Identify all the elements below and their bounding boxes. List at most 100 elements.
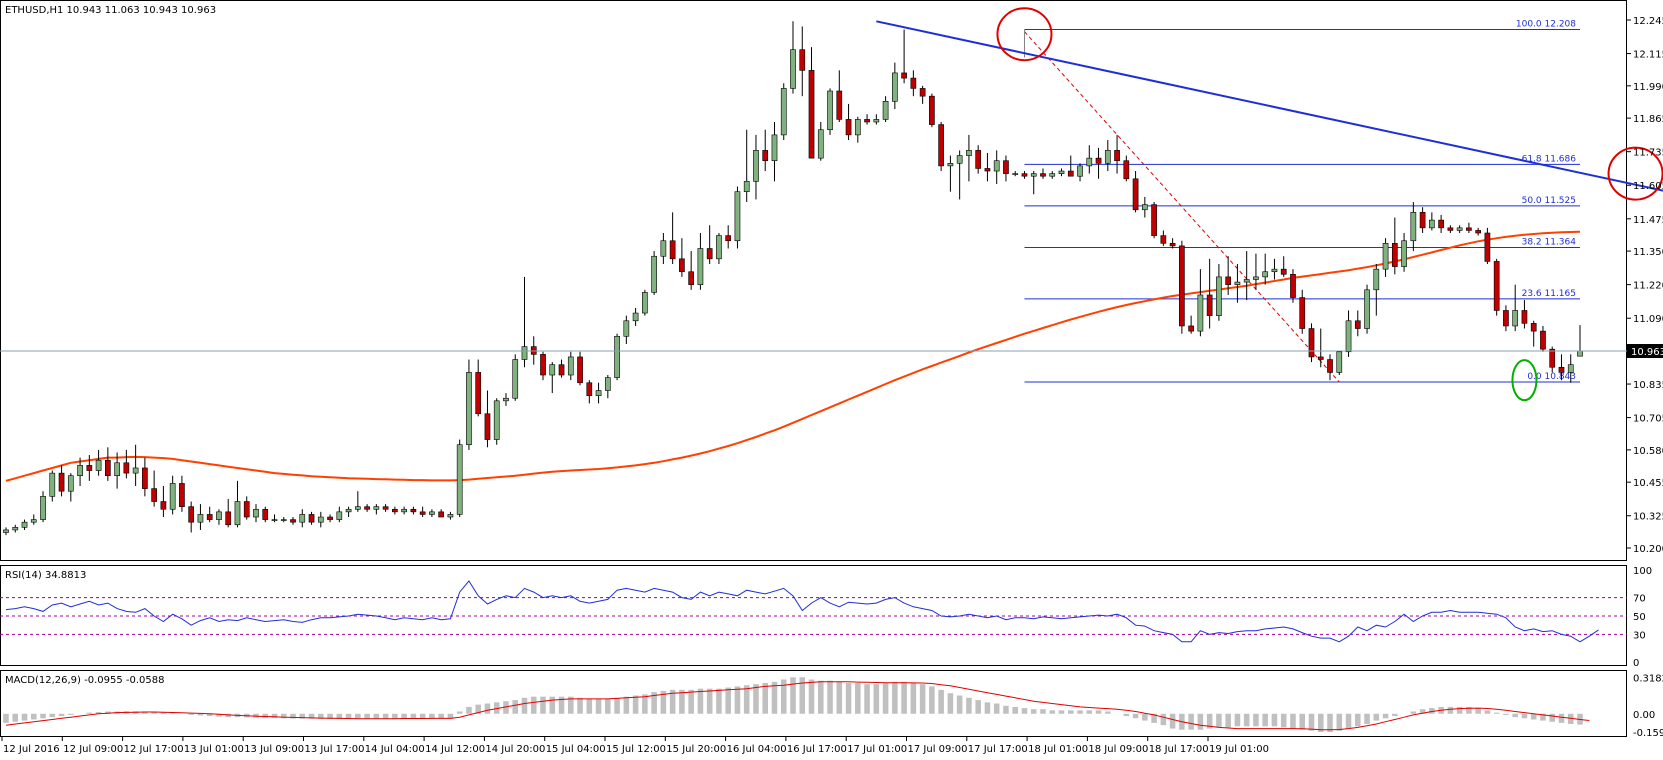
candle — [1558, 354, 1565, 381]
fib-level-label: 23.6 11.165 — [1522, 289, 1576, 299]
candle — [975, 145, 982, 174]
candle-body-bull — [651, 255, 657, 293]
candle-body-bull — [169, 483, 176, 510]
candle-body-bull — [1512, 310, 1519, 327]
fib-level-label: 50.0 11.525 — [1522, 196, 1576, 206]
candle-body-bear — [123, 462, 130, 474]
candle-body-bear — [1438, 219, 1444, 229]
candle-body-bear — [438, 511, 445, 518]
candle — [549, 362, 556, 394]
candle — [1058, 168, 1065, 177]
candle — [1549, 346, 1556, 373]
candle-body-bull — [1049, 173, 1056, 177]
candle-body-bull — [12, 527, 19, 531]
candle — [808, 47, 815, 159]
candle-body-bull — [827, 90, 833, 131]
candle — [410, 506, 417, 515]
candle — [1169, 238, 1176, 249]
candle-body-bull — [49, 472, 56, 497]
candle — [466, 359, 472, 450]
candle — [956, 150, 963, 200]
candle-body-bear — [1540, 330, 1546, 350]
candle — [456, 439, 463, 518]
candle — [669, 212, 676, 264]
candle — [743, 129, 750, 203]
candle-body-bull — [1197, 294, 1204, 332]
candle-body-bull — [456, 444, 463, 515]
moving-average — [5, 230, 1581, 482]
candle — [1512, 284, 1519, 332]
candle-body-bull — [1567, 364, 1574, 373]
rsi-panel[interactable]: RSI(14) 34.8813 100 70 50 30 0 — [0, 565, 1652, 670]
candle — [604, 375, 611, 399]
macd-title: MACD(12,26,9) -0.0955 -0.0588 — [5, 675, 165, 686]
candle-body-bear — [725, 235, 732, 242]
candle-body-bull — [216, 511, 222, 520]
candle — [1382, 238, 1389, 277]
candle — [929, 93, 935, 128]
candle-body-bull — [1216, 276, 1222, 316]
candle-body-bear — [910, 77, 917, 89]
candle-body-bull — [503, 397, 509, 402]
time-axis: 12 Jul 2016 12 Jul 09:00 12 Jul 17:00 13 Ju… — [1, 736, 1269, 755]
candle — [1354, 310, 1361, 337]
candle-body-bear — [679, 258, 685, 273]
candle — [1493, 258, 1500, 316]
candle-body-bear — [1549, 348, 1556, 368]
candle — [1040, 168, 1046, 179]
candle-body-bull — [567, 356, 574, 376]
candle-body-bear — [669, 240, 676, 260]
candle-body-bear — [1280, 268, 1287, 275]
candle — [1475, 227, 1481, 236]
candle-body-bull — [1336, 351, 1343, 373]
candle — [1262, 253, 1269, 285]
candle-body-bear — [105, 459, 111, 477]
candle-body-bull — [493, 400, 500, 440]
candle — [790, 21, 796, 94]
candle-body-bull — [956, 155, 963, 164]
ma-line — [5, 230, 1581, 482]
candle — [817, 121, 824, 161]
candle-body-bull — [632, 312, 639, 322]
price-panel[interactable]: 100.0 12.208 61.8 11.686 50.0 11.525 38.2 1… — [0, 0, 1663, 561]
candle-body-bull — [280, 519, 287, 521]
candle-body-bull — [1429, 219, 1435, 229]
candle-body-bear — [151, 488, 157, 502]
candle-body-bull — [854, 119, 861, 136]
candle-body-bear — [1530, 323, 1537, 332]
candle-body-bear — [410, 508, 417, 513]
price-tick-label: 11.350 — [1633, 247, 1663, 258]
candle — [1271, 258, 1278, 280]
candle — [521, 276, 528, 368]
candle — [799, 26, 806, 97]
time-tick-label: 15 Jul 20:00 — [666, 744, 726, 755]
time-tick-label: 14 Jul 20:00 — [485, 744, 545, 755]
candle-body-bull — [882, 101, 889, 120]
time-tick-label: 13 Jul 17:00 — [305, 744, 365, 755]
candle — [716, 233, 722, 264]
rsi-tick-label: 30 — [1633, 630, 1646, 641]
candle-body-bear — [1188, 325, 1194, 332]
candle — [95, 449, 102, 476]
candle-body-bear — [975, 150, 982, 169]
candle — [354, 491, 361, 512]
price-panel-frame — [0, 0, 1627, 561]
candle — [1391, 217, 1398, 275]
macd-panel[interactable]: MACD(12,26,9) -0.0955 -0.0588 0.3182 0.00… — [0, 670, 1663, 739]
candle-body-bull — [354, 506, 361, 510]
candle — [614, 333, 620, 381]
time-tick-label: 13 Jul 01:00 — [184, 744, 244, 755]
candle — [947, 155, 954, 192]
candle-body-bull — [271, 519, 278, 521]
candle — [86, 455, 93, 481]
candle — [1280, 256, 1287, 277]
candle — [49, 470, 56, 502]
candle — [234, 480, 241, 528]
candle — [132, 444, 139, 487]
candle-body-bear — [1447, 227, 1454, 231]
candle — [762, 129, 769, 172]
candle-body-bear — [1391, 243, 1398, 267]
candle — [1401, 233, 1407, 272]
fibonacci-retracement: 100.0 12.208 61.8 11.686 50.0 11.525 38.2 1… — [1023, 20, 1580, 383]
